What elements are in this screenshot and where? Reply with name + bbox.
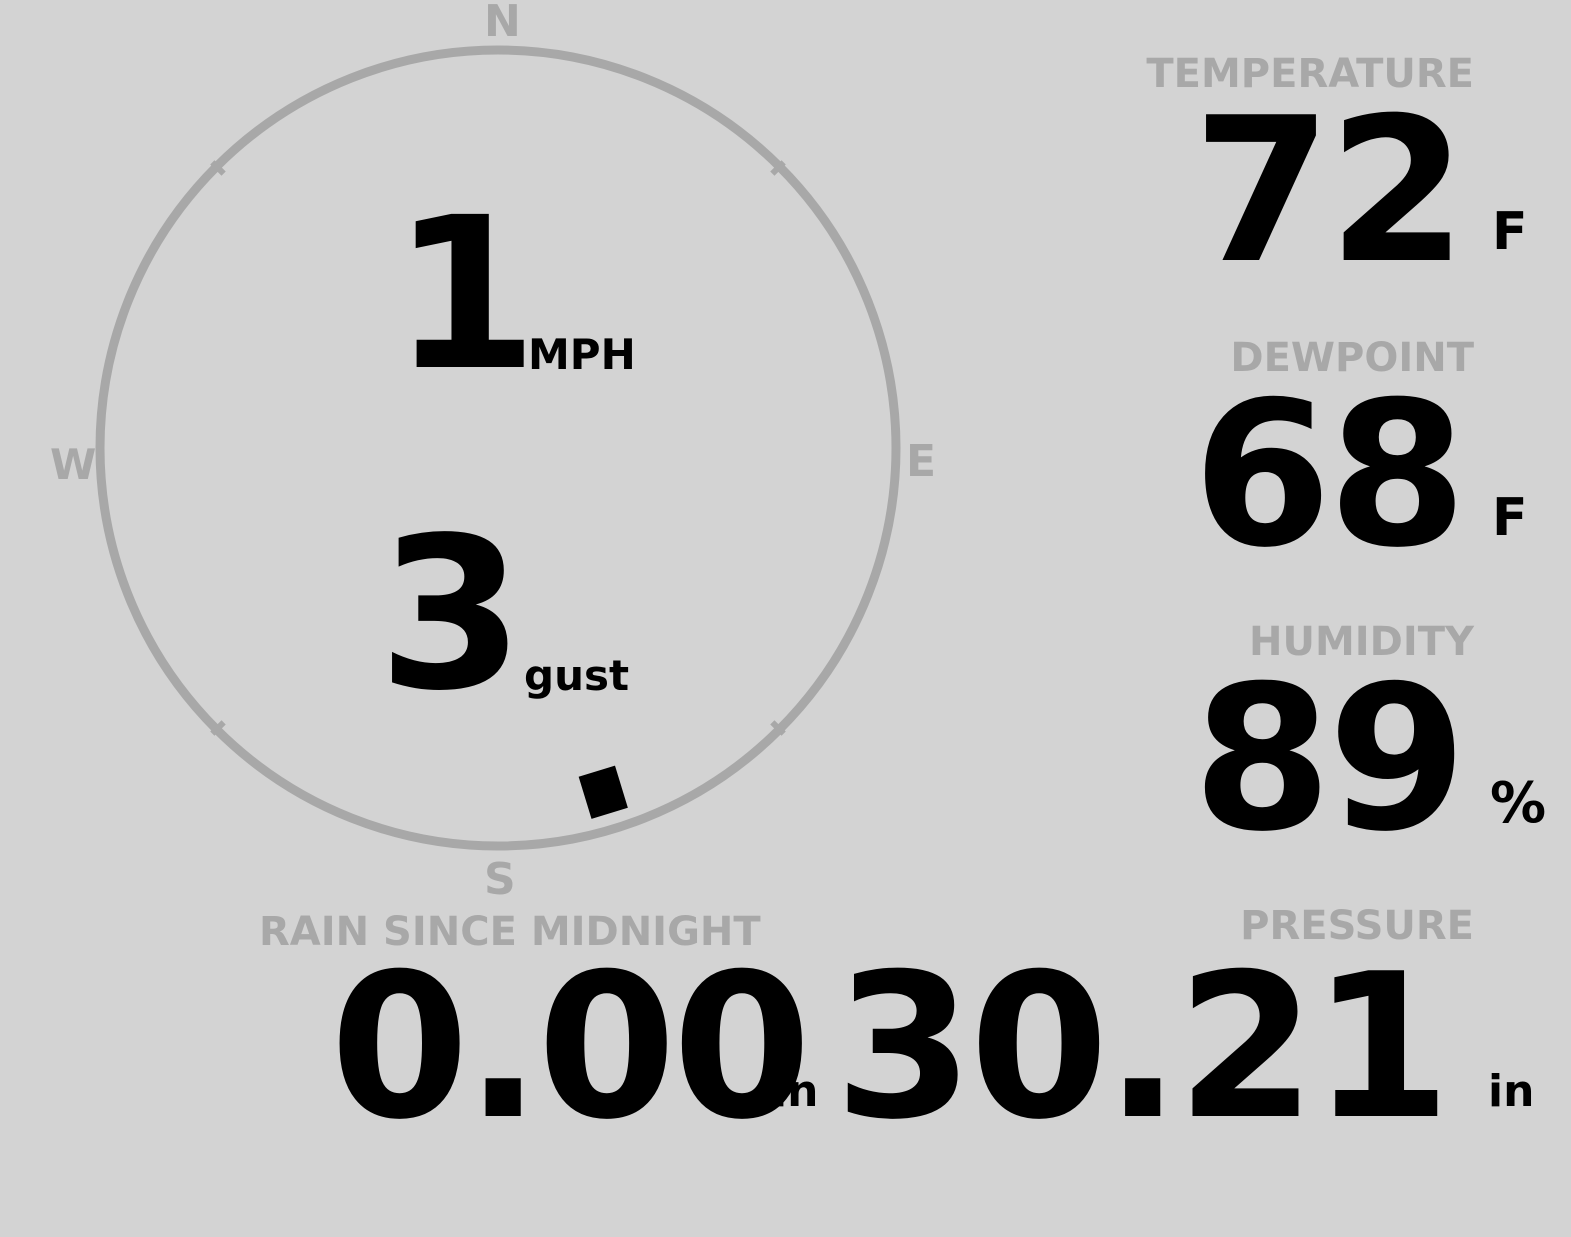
- temperature-label: TEMPERATURE: [1146, 51, 1474, 97]
- compass-west-label: W: [50, 440, 97, 489]
- pressure-unit: in: [1488, 1066, 1535, 1117]
- pressure-label: PRESSURE: [1240, 903, 1474, 949]
- humidity-unit: %: [1490, 771, 1547, 836]
- dewpoint-unit: F: [1492, 488, 1528, 548]
- dewpoint-value: 68: [1192, 359, 1467, 592]
- wind-speed-value: 1: [392, 172, 538, 417]
- dewpoint-label: DEWPOINT: [1230, 335, 1474, 381]
- wind-gust-value: 3: [378, 492, 524, 737]
- wind-direction-marker: [578, 765, 628, 819]
- rain-unit: in: [772, 1066, 819, 1117]
- wind-compass: [95, 45, 901, 851]
- pressure-value: 30.21: [834, 931, 1451, 1164]
- compass-tick: [210, 720, 226, 736]
- compass-tick: [210, 160, 226, 176]
- compass-ring: [95, 45, 901, 851]
- rain-label: RAIN SINCE MIDNIGHT: [259, 909, 761, 955]
- compass-north-label: N: [484, 0, 521, 47]
- wind-speed-unit: MPH: [528, 330, 636, 379]
- temperature-value: 72: [1192, 75, 1467, 308]
- compass-ticks: [210, 160, 786, 736]
- rain-value: 0.00: [330, 931, 811, 1164]
- compass-tick: [770, 160, 786, 176]
- compass-east-label: E: [906, 436, 937, 487]
- humidity-value: 89: [1192, 643, 1467, 876]
- humidity-label: HUMIDITY: [1249, 619, 1474, 665]
- compass-tick: [770, 720, 786, 736]
- temperature-unit: F: [1492, 202, 1528, 262]
- wind-gust-unit: gust: [524, 651, 630, 700]
- compass-south-label: S: [484, 854, 516, 905]
